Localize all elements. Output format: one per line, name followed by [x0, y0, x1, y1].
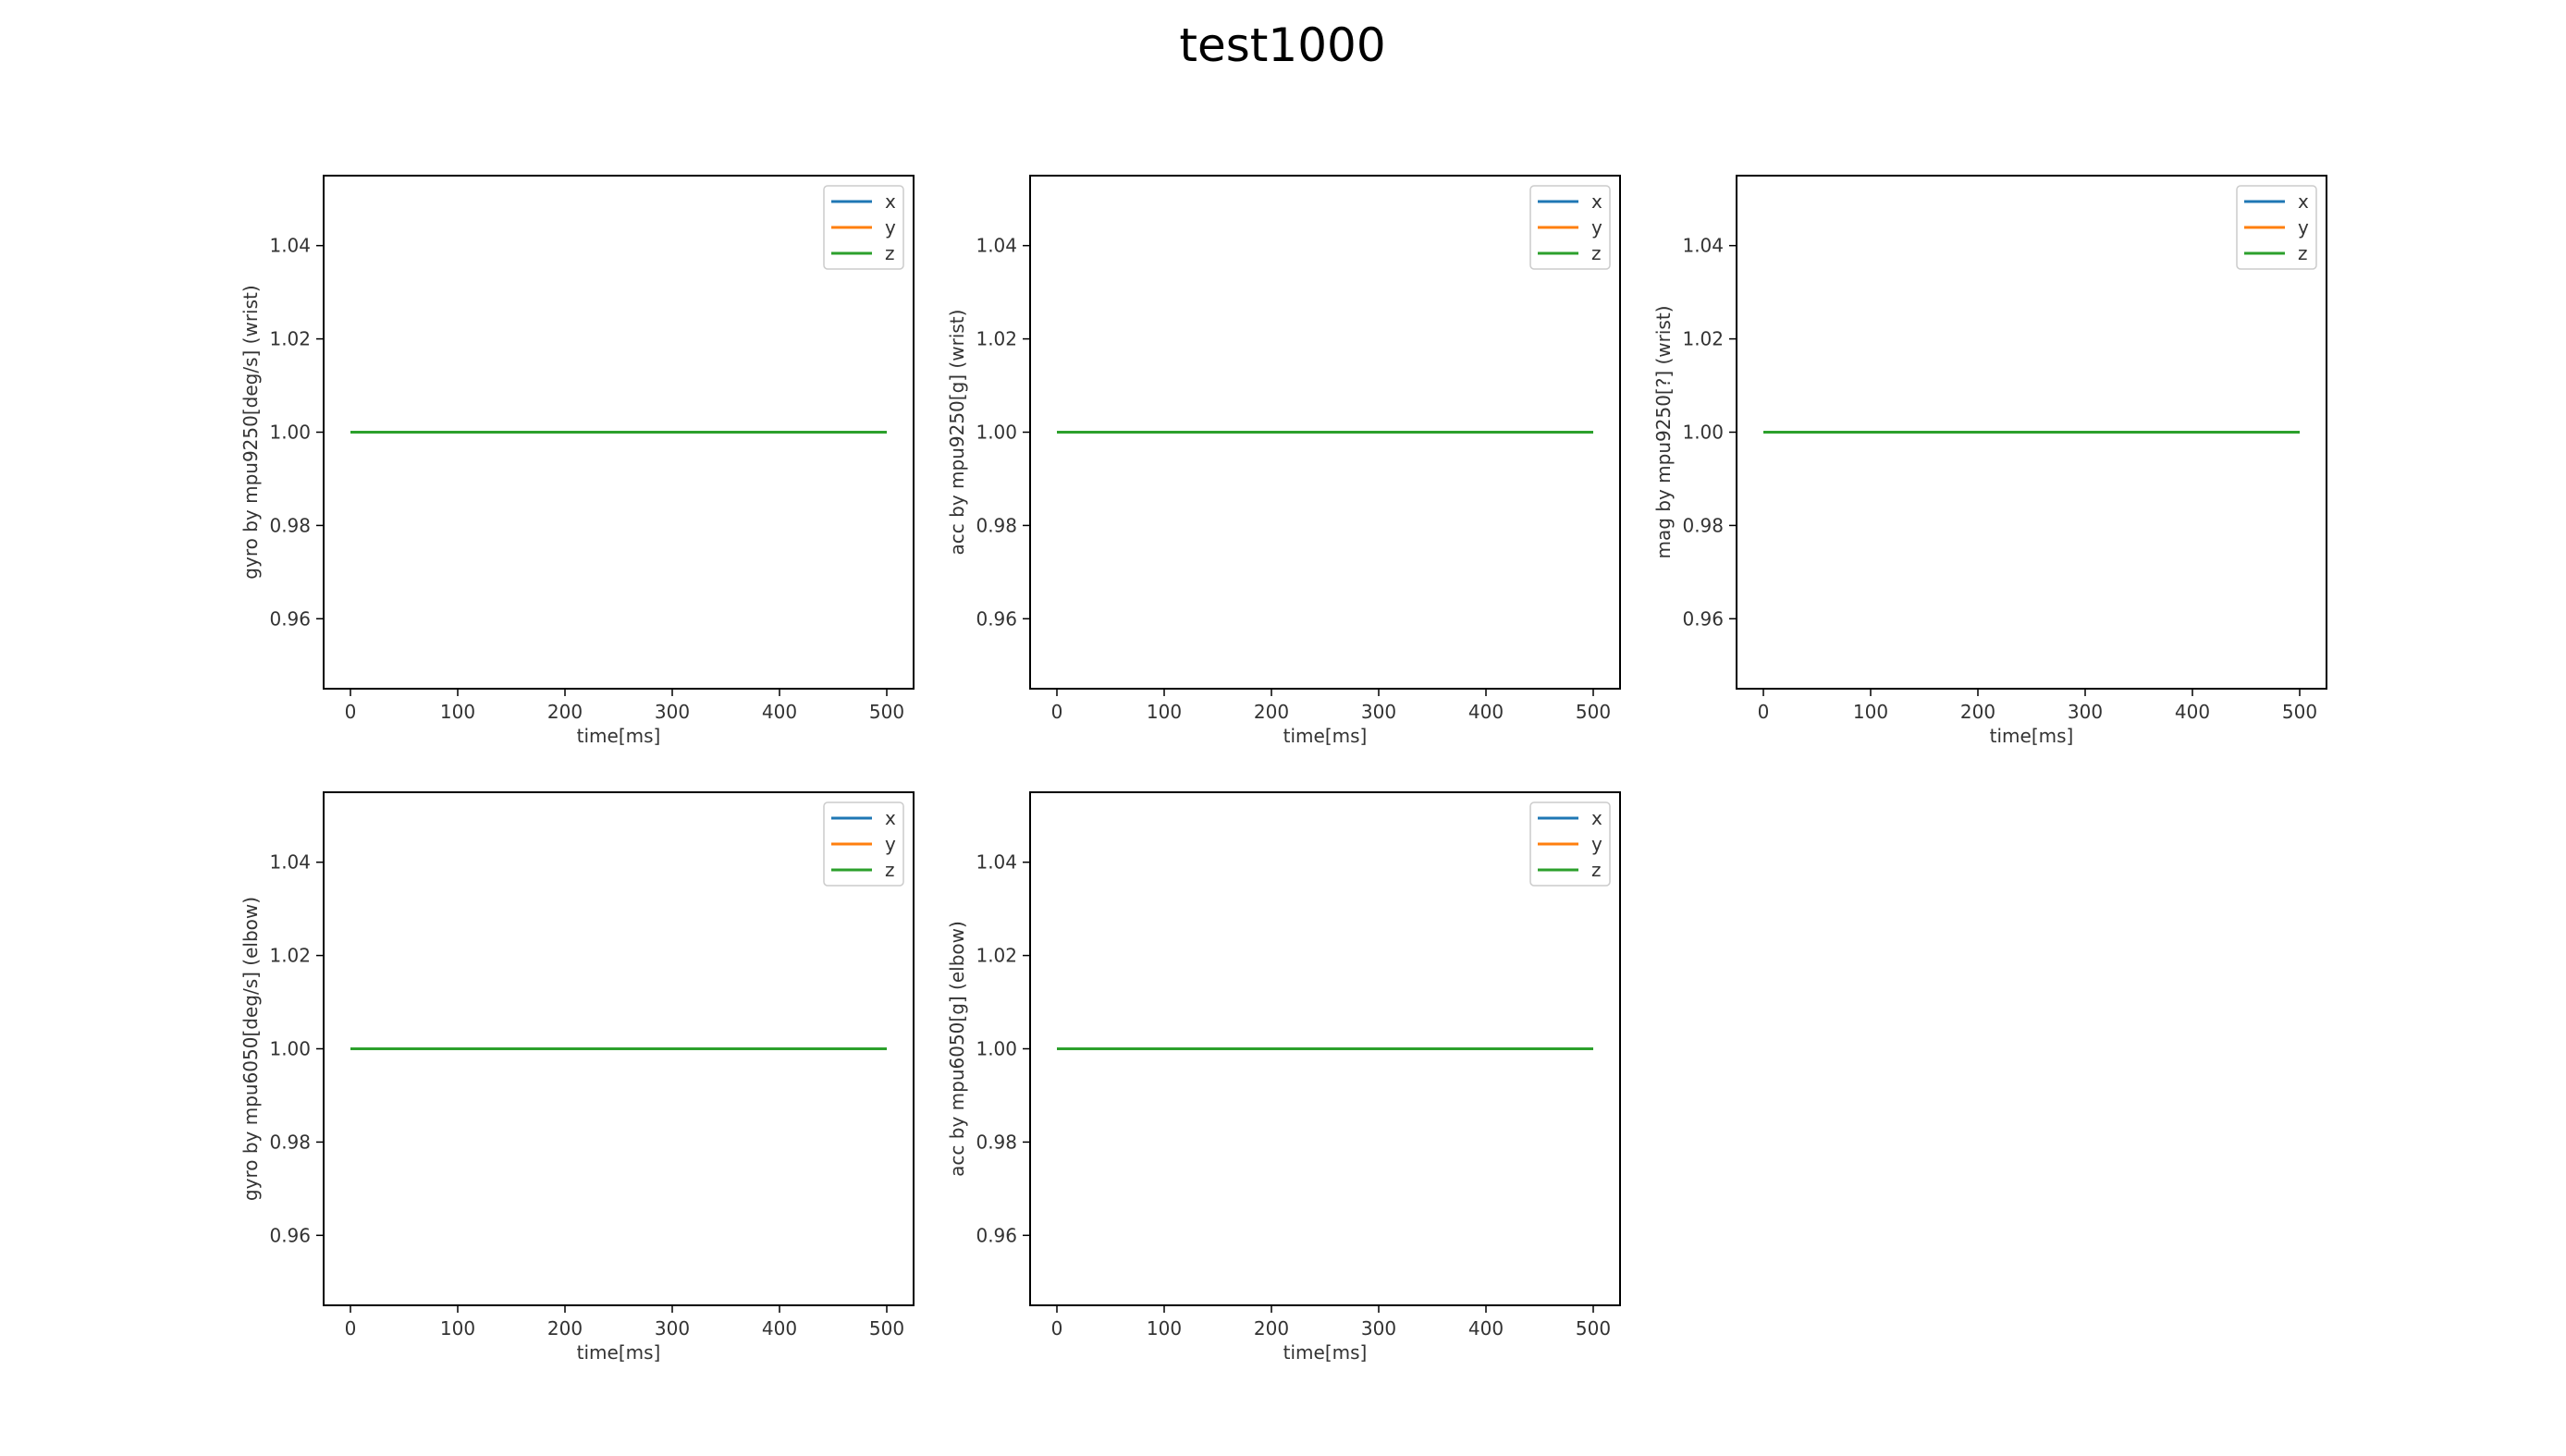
x-tick-label: 500 — [1576, 1317, 1611, 1340]
subplot-2: 0 100 200 300 400 500 0.96 0.98 1.00 1.02 1.04 time… — [946, 175, 1621, 747]
y-tick-label: 1.00 — [1682, 422, 1724, 444]
legend-label-x: x — [2298, 190, 2309, 213]
figure-title: test1000 — [1179, 18, 1385, 72]
legend-label-y: y — [885, 216, 896, 239]
subplot-1: 0 100 200 300 400 500 0.96 0.98 1.00 1.02 1.04 time… — [239, 175, 915, 747]
x-axis-label: time[ms] — [1990, 725, 2074, 747]
y-tick-label: 0.96 — [269, 607, 311, 630]
legend: xyz — [1529, 801, 1611, 887]
legend-label-z: z — [2298, 242, 2308, 264]
y-tick-label: 0.98 — [269, 1131, 311, 1153]
x-axis-label: time[ms] — [577, 725, 661, 747]
y-axis-label: gyro by mpu6050[deg/s] (elbow) — [239, 897, 262, 1201]
x-tick-label: 200 — [1254, 701, 1289, 723]
y-axis-label: acc by mpu9250[g] (wrist) — [946, 310, 968, 556]
legend-label-x: x — [885, 190, 896, 213]
x-tick-label: 0 — [1051, 701, 1063, 723]
x-tick-label: 200 — [547, 701, 583, 723]
y-tick-label: 0.98 — [269, 514, 311, 536]
y-axis-label: gyro by mpu9250[deg/s] (wrist) — [239, 285, 262, 579]
x-tick-label: 0 — [345, 1317, 357, 1340]
x-tick-label: 200 — [1960, 701, 1995, 723]
legend: xyz — [1529, 185, 1611, 270]
legend-label-z: z — [1591, 242, 1602, 264]
x-tick-label: 300 — [655, 701, 690, 723]
subplot-5: 0 100 200 300 400 500 0.96 0.98 1.00 1.02 1.04 time… — [946, 791, 1621, 1364]
y-tick-label: 0.98 — [1682, 514, 1724, 536]
y-tick-label: 1.00 — [976, 1038, 1017, 1060]
x-tick-label: 500 — [1576, 701, 1611, 723]
y-tick-label: 1.02 — [269, 328, 311, 350]
x-tick-label: 0 — [1758, 701, 1770, 723]
y-tick-label: 1.02 — [1682, 328, 1724, 350]
y-tick-label: 1.04 — [269, 235, 311, 257]
y-tick-label: 0.96 — [976, 1224, 1017, 1246]
y-axis-label: acc by mpu6050[g] (elbow) — [946, 921, 968, 1177]
y-tick-label: 0.98 — [976, 514, 1017, 536]
x-tick-label: 500 — [869, 701, 904, 723]
legend: xyz — [823, 185, 904, 270]
y-tick-label: 0.96 — [976, 607, 1017, 630]
x-tick-label: 100 — [1853, 701, 1888, 723]
y-tick-label: 1.04 — [976, 851, 1017, 874]
x-tick-label: 400 — [762, 1317, 797, 1340]
x-tick-label: 300 — [2068, 701, 2103, 723]
x-axis-label: time[ms] — [1283, 725, 1368, 747]
subplot-grid: 0 100 200 300 400 500 0.96 0.98 1.00 1.02 1.04 time… — [239, 175, 2327, 1364]
y-tick-label: 0.96 — [1682, 607, 1724, 630]
y-tick-label: 1.02 — [976, 945, 1017, 967]
x-axis-label: time[ms] — [1283, 1341, 1368, 1364]
y-tick-label: 0.98 — [976, 1131, 1017, 1153]
x-tick-label: 400 — [1468, 701, 1504, 723]
legend-label-y: y — [1591, 833, 1602, 855]
legend-label-z: z — [885, 859, 895, 881]
y-tick-label: 1.00 — [269, 422, 311, 444]
y-tick-label: 1.00 — [269, 1038, 311, 1060]
subplot-4: 0 100 200 300 400 500 0.96 0.98 1.00 1.02 1.04 time… — [239, 791, 915, 1364]
x-tick-label: 100 — [1147, 1317, 1182, 1340]
legend: xyz — [2236, 185, 2317, 270]
y-tick-label: 1.02 — [976, 328, 1017, 350]
x-axis-label: time[ms] — [577, 1341, 661, 1364]
subplot-3: 0 100 200 300 400 500 0.96 0.98 1.00 1.02 1.04 time… — [1652, 175, 2327, 747]
x-tick-label: 300 — [1361, 1317, 1396, 1340]
y-axis-label: mag by mpu9250[?] (wrist) — [1652, 305, 1675, 558]
legend-label-y: y — [885, 833, 896, 855]
legend-label-x: x — [885, 807, 896, 829]
y-tick-label: 1.00 — [976, 422, 1017, 444]
x-tick-label: 100 — [440, 1317, 475, 1340]
x-tick-label: 200 — [547, 1317, 583, 1340]
y-tick-label: 0.96 — [269, 1224, 311, 1246]
x-tick-label: 100 — [1147, 701, 1182, 723]
y-tick-label: 1.04 — [976, 235, 1017, 257]
x-tick-label: 0 — [345, 701, 357, 723]
x-tick-label: 300 — [655, 1317, 690, 1340]
x-tick-label: 100 — [440, 701, 475, 723]
x-tick-label: 300 — [1361, 701, 1396, 723]
x-tick-label: 200 — [1254, 1317, 1289, 1340]
y-tick-label: 1.04 — [269, 851, 311, 874]
y-tick-label: 1.04 — [1682, 235, 1724, 257]
legend-label-y: y — [1591, 216, 1602, 239]
legend: xyz — [823, 801, 904, 887]
legend-label-z: z — [885, 242, 895, 264]
y-tick-label: 1.02 — [269, 945, 311, 967]
legend-label-y: y — [2298, 216, 2309, 239]
x-tick-label: 500 — [2282, 701, 2317, 723]
x-tick-label: 400 — [1468, 1317, 1504, 1340]
x-tick-label: 500 — [869, 1317, 904, 1340]
legend-label-z: z — [1591, 859, 1602, 881]
x-tick-label: 400 — [2175, 701, 2210, 723]
legend-label-x: x — [1591, 190, 1602, 213]
x-tick-label: 400 — [762, 701, 797, 723]
legend-label-x: x — [1591, 807, 1602, 829]
x-tick-label: 0 — [1051, 1317, 1063, 1340]
